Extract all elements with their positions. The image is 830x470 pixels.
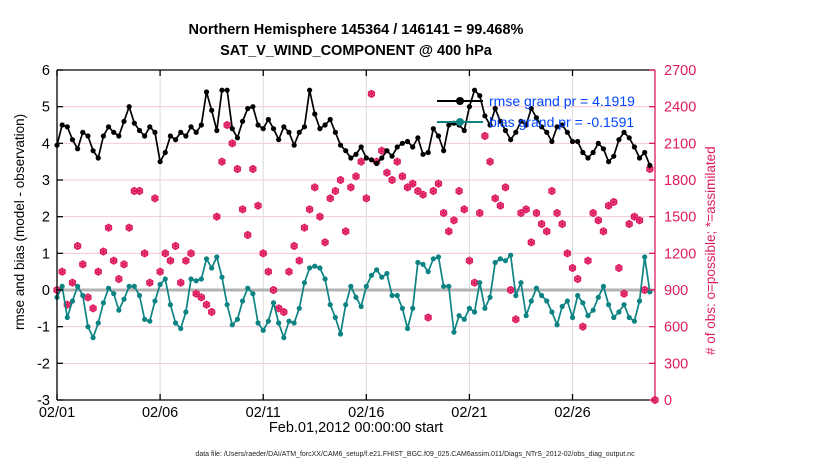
obs-count-series — [53, 89, 659, 404]
tick-labels: -3 -2 -1 0 1 2 3 4 5 6 0 300 600 900 1200 1500 1800 2100 2… — [37, 63, 696, 421]
bias-line-sample-icon — [437, 117, 483, 127]
svg-text:4: 4 — [42, 136, 50, 152]
svg-text:1200: 1200 — [664, 246, 696, 262]
svg-text:0: 0 — [42, 283, 50, 299]
svg-text:300: 300 — [664, 356, 688, 372]
svg-text:1500: 1500 — [664, 210, 696, 226]
svg-text:600: 600 — [664, 320, 688, 336]
svg-text:2: 2 — [42, 210, 50, 226]
svg-text:2700: 2700 — [664, 63, 696, 79]
svg-text:900: 900 — [664, 283, 688, 299]
bias-series — [54, 252, 653, 341]
chart-title-line1: Northern Hemisphere 145364 / 146141 = 99… — [188, 22, 524, 38]
legend-label-rmse: rmse grand pr = 4.1919 — [489, 92, 635, 109]
svg-text:1: 1 — [42, 246, 50, 262]
svg-text:02/16: 02/16 — [348, 405, 384, 421]
x-axis-label: Feb.01,2012 00:00:00 start — [268, 420, 444, 436]
svg-text:0: 0 — [664, 393, 672, 409]
svg-text:02/01: 02/01 — [39, 405, 75, 421]
svg-text:3: 3 — [42, 173, 50, 189]
svg-text:2100: 2100 — [664, 136, 696, 152]
svg-text:02/06: 02/06 — [142, 405, 178, 421]
svg-text:02/21: 02/21 — [451, 405, 487, 421]
left-axis-label: rmse and bias (model - observation) — [12, 113, 27, 330]
svg-text:-2: -2 — [37, 356, 50, 372]
svg-text:-3: -3 — [37, 393, 50, 409]
axes-frame — [56, 69, 656, 401]
legend-item-rmse: rmse grand pr = 4.1919 — [437, 90, 635, 111]
rmse-line-sample-icon — [437, 96, 483, 106]
svg-text:02/11: 02/11 — [246, 405, 281, 421]
svg-text:2400: 2400 — [664, 100, 696, 116]
legend-label-bias: bias grand pr = -0.1591 — [489, 113, 635, 130]
svg-text:6: 6 — [42, 63, 50, 79]
rmse-series — [54, 87, 653, 168]
legend: rmse grand pr = 4.1919 bias grand pr = -… — [437, 90, 635, 132]
data-file-footer: data file: /Users/raeder/DAI/ATM_forcXX/… — [195, 451, 635, 458]
right-axis-label: # of obs: o=possible; *=assimilated — [703, 146, 718, 355]
chart-title-line2: SAT_V_WIND_COMPONENT @ 400 hPa — [220, 43, 492, 59]
svg-text:02/26: 02/26 — [554, 405, 590, 421]
svg-text:1800: 1800 — [664, 173, 696, 189]
legend-item-bias: bias grand pr = -0.1591 — [437, 111, 635, 132]
svg-text:-1: -1 — [37, 320, 50, 336]
svg-text:5: 5 — [42, 100, 50, 116]
